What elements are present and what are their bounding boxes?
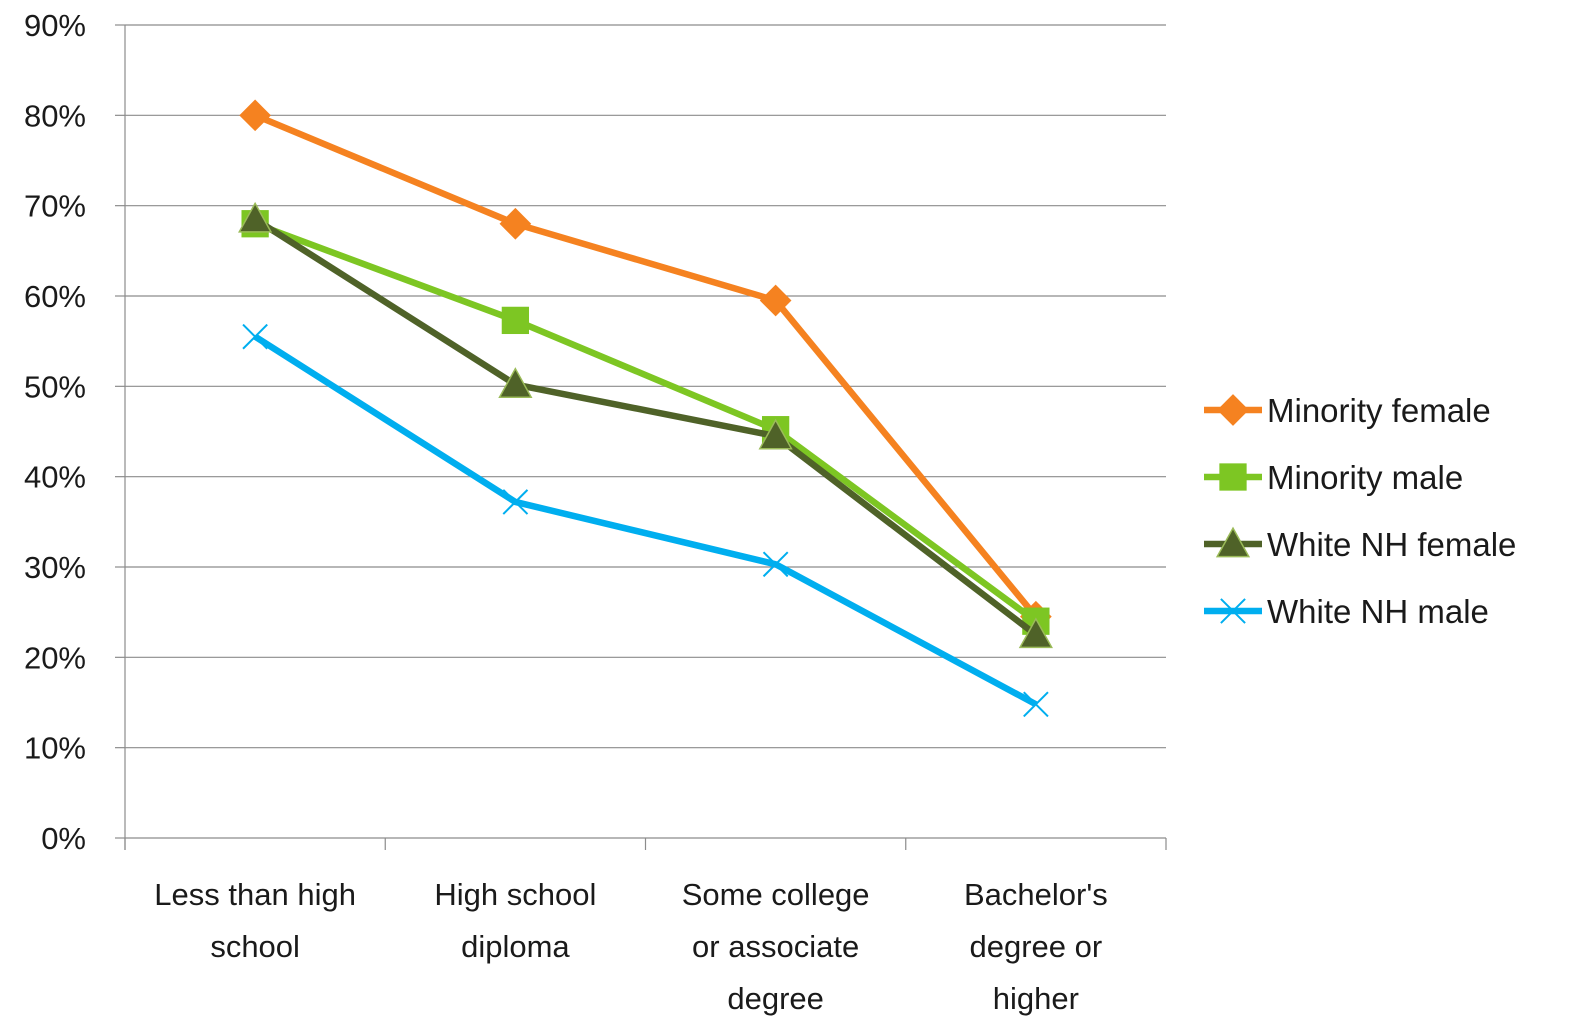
triangle-marker — [238, 201, 273, 233]
legend-entry: White NH male — [1204, 593, 1489, 630]
legend: Minority female Minority male White NH fem… — [1204, 392, 1516, 630]
y-tick-label: 40% — [24, 460, 86, 495]
y-tick-label: 90% — [24, 8, 86, 43]
diamond-marker — [759, 284, 792, 317]
gridlines — [125, 24, 1166, 749]
legend-entry: Minority male — [1204, 459, 1463, 496]
y-tick-label: 60% — [24, 279, 86, 314]
x-axis-tick-labels: Less than high school High school diploma So… — [154, 877, 1107, 1016]
y-tick-label: 20% — [24, 640, 86, 675]
x-tick-label: High school diploma — [434, 877, 596, 964]
y-tick-label: 80% — [24, 98, 86, 133]
legend-label: White NH female — [1267, 526, 1516, 563]
legend-label: Minority female — [1267, 392, 1491, 429]
y-tick-label: 10% — [24, 731, 86, 766]
x-marker — [1023, 691, 1049, 718]
triangle-marker — [1018, 617, 1053, 649]
series-minority-male — [241, 210, 1050, 635]
diamond-marker — [239, 99, 271, 132]
x-tick-label: Less than high school — [154, 877, 356, 964]
x-marker — [242, 323, 268, 350]
x-tick-label: Bachelor's degree or higher — [964, 877, 1108, 1016]
legend-entry: Minority female — [1204, 392, 1491, 429]
legend-label: Minority male — [1267, 459, 1463, 496]
diamond-marker — [499, 207, 532, 240]
series-line — [253, 333, 1038, 708]
series-white-nh-female — [238, 201, 1053, 649]
square-marker — [501, 306, 530, 335]
x-tick-label: Some college or associate degree — [682, 877, 870, 1016]
x-marker — [762, 551, 789, 578]
triangle-marker — [498, 367, 533, 398]
y-tick-label: 30% — [24, 550, 86, 585]
x-marker — [502, 489, 529, 515]
y-tick-label: 50% — [24, 369, 86, 404]
legend-label: White NH male — [1267, 593, 1489, 630]
diamond-marker — [1217, 394, 1249, 426]
legend-entry: White NH female — [1204, 526, 1516, 563]
triangle-marker — [758, 418, 793, 450]
y-tick-label: 70% — [24, 189, 86, 224]
series-line — [253, 112, 1039, 619]
series-white-nh-male — [242, 323, 1049, 718]
y-axis-tick-labels: 0% 10% 20% 30% 40% 50% 60% 70% 80% 90% — [24, 8, 86, 856]
series-lines — [238, 99, 1053, 718]
axes — [115, 24, 1167, 850]
x-marker — [1220, 598, 1246, 624]
series-line — [253, 220, 1038, 624]
square-marker — [1219, 463, 1247, 491]
y-tick-label: 0% — [41, 821, 86, 856]
triangle-marker — [1215, 526, 1251, 558]
series-line — [253, 216, 1038, 638]
